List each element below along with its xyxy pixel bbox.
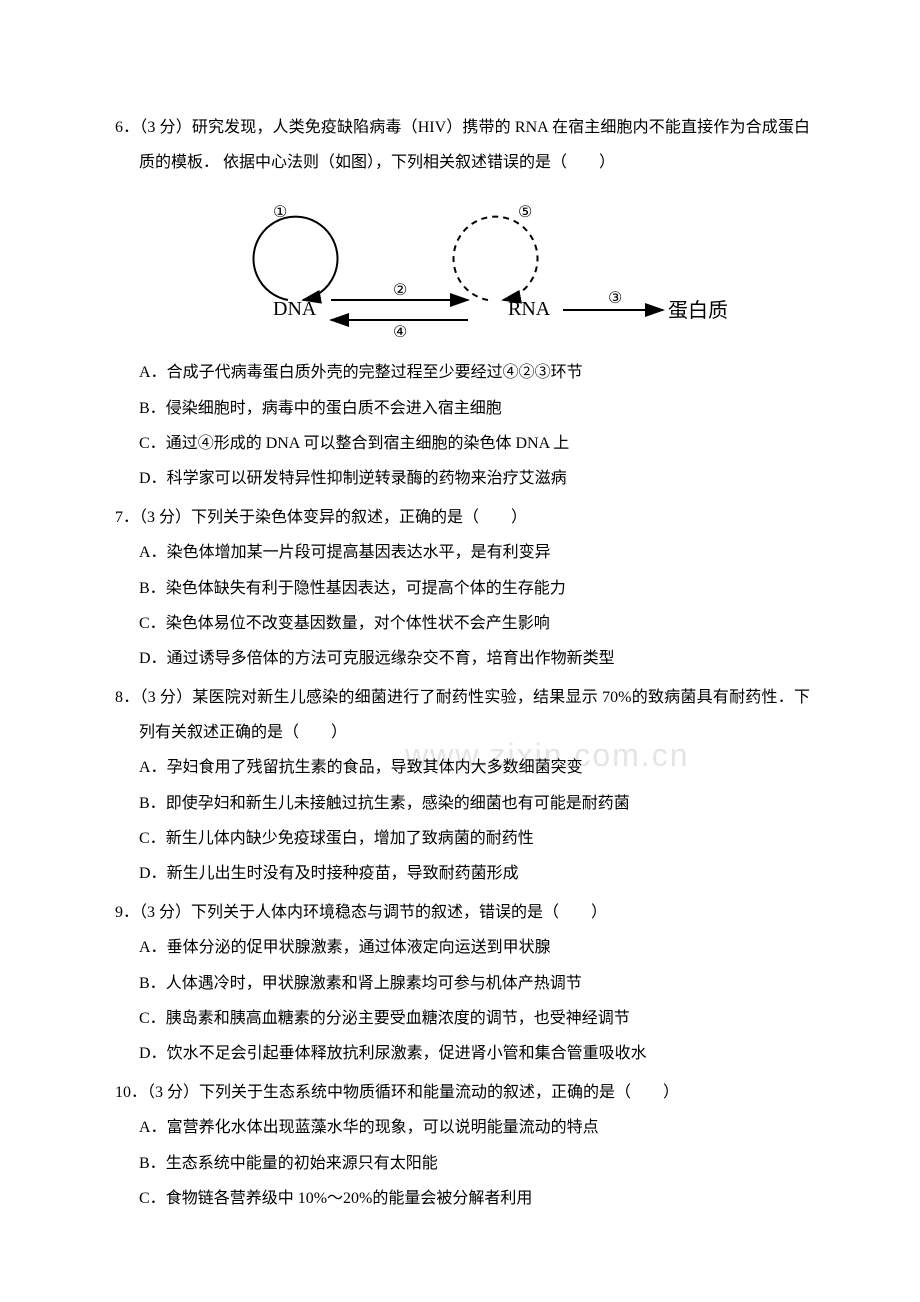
label-2: ②	[393, 282, 407, 299]
question-number: 8．（3 分）	[115, 689, 192, 706]
page-container: www.zixin.com.cn 6．（3 分）研究发现，人类免疫缺陷病毒（HI…	[115, 110, 810, 1216]
question-6-text: 6．（3 分）研究发现，人类免疫缺陷病毒（HIV）携带的 RNA 在宿主细胞内不…	[115, 110, 810, 180]
question-body: 某医院对新生儿感染的细菌进行了耐药性实验，结果显示 70%的致病菌具有耐药性．下…	[139, 689, 810, 741]
option-8d: D．新生儿出生时没有及时接种疫苗，导致耐药菌形成	[115, 856, 810, 891]
question-10: 10．（3 分）下列关于生态系统中物质循环和能量流动的叙述，正确的是（ ） A．…	[115, 1075, 810, 1216]
question-body: 下列关于人体内环境稳态与调节的叙述，错误的是（ ）	[191, 904, 607, 921]
question-9: 9．（3 分）下列关于人体内环境稳态与调节的叙述，错误的是（ ） A．垂体分泌的…	[115, 895, 810, 1071]
question-number: 10．（3 分）	[115, 1084, 199, 1101]
label-1: ①	[273, 204, 287, 221]
option-7d: D．通过诱导多倍体的方法可克服远缘杂交不育，培育出作物新类型	[115, 641, 810, 676]
question-body: 研究发现，人类免疫缺陷病毒（HIV）携带的 RNA 在宿主细胞内不能直接作为合成…	[139, 119, 810, 171]
question-10-text: 10．（3 分）下列关于生态系统中物质循环和能量流动的叙述，正确的是（ ）	[115, 1075, 810, 1110]
option-10c: C．食物链各营养级中 10%～20%的能量会被分解者利用	[115, 1181, 810, 1216]
option-7b: B．染色体缺失有利于隐性基因表达，可提高个体的生存能力	[115, 571, 810, 606]
protein-label: 蛋白质	[668, 299, 728, 322]
question-7-text: 7．（3 分）下列关于染色体变异的叙述，正确的是（ ）	[115, 500, 810, 535]
option-10b: B．生态系统中能量的初始来源只有太阳能	[115, 1146, 810, 1181]
label-3: ③	[608, 290, 622, 307]
diagram-svg: ① DNA ② ④ ⑤ RNA	[213, 195, 733, 340]
question-9-text: 9．（3 分）下列关于人体内环境稳态与调节的叙述，错误的是（ ）	[115, 895, 810, 930]
option-9c: C．胰岛素和胰高血糖素的分泌主要受血糖浓度的调节，也受神经调节	[115, 1001, 810, 1036]
option-8c: C．新生儿体内缺少免疫球蛋白，增加了致病菌的耐药性	[115, 821, 810, 856]
question-body: 下列关于生态系统中物质循环和能量流动的叙述，正确的是（ ）	[199, 1084, 679, 1101]
question-6: 6．（3 分）研究发现，人类免疫缺陷病毒（HIV）携带的 RNA 在宿主细胞内不…	[115, 110, 810, 496]
question-7: 7．（3 分）下列关于染色体变异的叙述，正确的是（ ） A．染色体增加某一片段可…	[115, 500, 810, 676]
option-8a: A．孕妇食用了残留抗生素的食品，导致其体内大多数细菌突变	[115, 750, 810, 785]
question-body: 下列关于染色体变异的叙述，正确的是（ ）	[191, 509, 527, 526]
question-8-text: 8．（3 分）某医院对新生儿感染的细菌进行了耐药性实验，结果显示 70%的致病菌…	[115, 680, 810, 750]
option-6b: B．侵染细胞时，病毒中的蛋白质不会进入宿主细胞	[115, 391, 810, 426]
rna-label: RNA	[508, 298, 551, 320]
option-9a: A．垂体分泌的促甲状腺激素，通过体液定向运送到甲状腺	[115, 930, 810, 965]
label-5: ⑤	[518, 204, 532, 221]
option-8b: B．即使孕妇和新生儿未接触过抗生素，感染的细菌也有可能是耐药菌	[115, 786, 810, 821]
central-dogma-diagram: ① DNA ② ④ ⑤ RNA	[135, 195, 810, 340]
question-number: 6．（3 分）	[115, 119, 192, 136]
question-number: 7．（3 分）	[115, 509, 191, 526]
option-9b: B．人体遇冷时，甲状腺激素和肾上腺素均可参与机体产热调节	[115, 966, 810, 1001]
question-8: 8．（3 分）某医院对新生儿感染的细菌进行了耐药性实验，结果显示 70%的致病菌…	[115, 680, 810, 891]
option-7c: C．染色体易位不改变基因数量，对个体性状不会产生影响	[115, 606, 810, 641]
dna-label: DNA	[273, 298, 317, 320]
question-number: 9．（3 分）	[115, 904, 191, 921]
option-6c: C．通过④形成的 DNA 可以整合到宿主细胞的染色体 DNA 上	[115, 426, 810, 461]
label-4: ④	[393, 324, 407, 340]
option-6a: A．合成子代病毒蛋白质外壳的完整过程至少要经过④②③环节	[115, 355, 810, 390]
option-10a: A．富营养化水体出现蓝藻水华的现象，可以说明能量流动的特点	[115, 1110, 810, 1145]
option-6d: D．科学家可以研发特异性抑制逆转录酶的药物来治疗艾滋病	[115, 461, 810, 496]
option-7a: A．染色体增加某一片段可提高基因表达水平，是有利变异	[115, 535, 810, 570]
option-9d: D．饮水不足会引起垂体释放抗利尿激素，促进肾小管和集合管重吸收水	[115, 1036, 810, 1071]
